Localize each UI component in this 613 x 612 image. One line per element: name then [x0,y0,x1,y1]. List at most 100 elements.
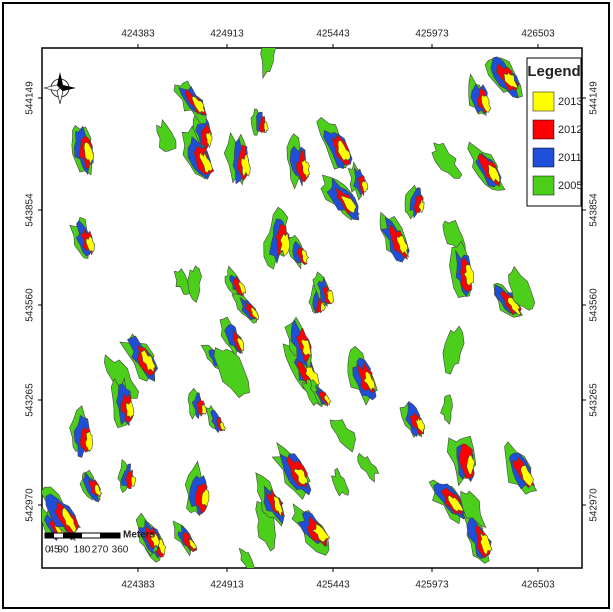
polygon [431,142,463,179]
x-coord-bottom: 426503 [521,580,555,591]
polygon [520,464,534,488]
polygon [329,419,356,453]
x-coord-top: 425443 [316,29,350,40]
polygon [487,163,501,184]
polygon [260,48,276,80]
x-coord-bottom: 425973 [415,580,449,591]
polygon [323,393,332,406]
polygon [361,179,369,193]
y-coord-left: 543854 [25,193,36,227]
polygon [272,495,284,518]
x-coord-top: 424383 [121,29,155,40]
polygon [238,547,255,568]
polygon [205,130,213,149]
polygon [187,538,198,551]
x-coord-bottom: 424383 [121,580,155,591]
polygon [279,232,291,256]
polygon [150,532,160,549]
polygon [311,523,331,543]
polygon [481,94,492,113]
legend-swatch [532,91,555,112]
y-coord-right: 543854 [589,193,600,227]
y-coord-left: 544149 [25,81,36,115]
polygon [173,268,190,295]
polygon [503,71,519,89]
polygon [83,141,94,166]
polygon [415,415,425,435]
polygon [339,195,357,214]
polygon [61,507,77,533]
polygon [440,394,453,425]
polygon [479,532,493,556]
polygon [240,154,251,178]
x-coord-bottom: 424913 [210,580,244,591]
legend-items: 2013 2012 2011 2005 [532,91,582,196]
polygon [363,371,376,392]
polygon [191,95,205,114]
polygon [85,236,96,252]
scale-unit: Meters [123,530,156,541]
polygons [42,48,538,568]
scale-label: 90 [57,545,69,556]
y-coord-left: 543560 [25,288,36,322]
x-coord-top: 426503 [521,29,555,40]
polygon [201,488,210,508]
y-coord-right: 544149 [589,81,600,115]
legend-label: 2011 [558,152,582,164]
polygon [337,140,351,162]
polygon [326,287,334,304]
polygon [463,264,474,287]
polygon [130,475,137,487]
y-coord-right: 543560 [589,288,600,322]
polygon [84,431,94,451]
polygon [213,347,250,399]
y-coord-right: 543265 [589,383,600,417]
polygon [418,199,425,213]
polygon [396,235,409,258]
polygon [466,454,476,475]
x-coord-top: 425973 [415,29,449,40]
polygon [250,306,260,321]
polygon [442,325,465,375]
legend-swatch [532,119,555,140]
polygon [263,121,269,134]
polygon [357,452,380,483]
polygon [507,296,522,315]
coordinate-ticks: 424383 424383 424913 424913 425443 425443 4259… [25,29,600,591]
polygon [301,248,310,265]
scale-label: 360 [112,545,129,556]
x-coord-top: 424913 [210,29,244,40]
polygon [236,335,245,352]
polygon [460,490,487,529]
polygon [94,484,103,498]
scale-label: 180 [74,545,91,556]
polygon [293,468,308,485]
polygon [447,494,465,512]
polygon [300,158,310,180]
legend-title: Legend [527,63,580,80]
polygon [219,419,226,432]
legend-swatch [532,175,555,196]
polygon [238,281,246,295]
legend-label: 2013 [558,96,582,108]
polygon [201,402,207,415]
polygon [156,118,177,152]
polygon [508,266,536,311]
polygon [199,151,213,174]
legend-label: 2012 [558,124,582,136]
y-coord-right: 542970 [589,488,600,522]
legend-swatch [532,147,555,168]
polygon [300,339,312,357]
x-coord-bottom: 425443 [316,580,350,591]
legend: Legend 2013 2012 2011 2005 [526,57,582,207]
scale-label: 270 [92,545,109,556]
polygon [330,467,350,497]
north-arrow [43,72,76,105]
scale-label: 0 [45,545,51,556]
polygon [125,400,135,420]
legend-label: 2005 [558,180,582,192]
scale-label: 45 [48,545,60,556]
